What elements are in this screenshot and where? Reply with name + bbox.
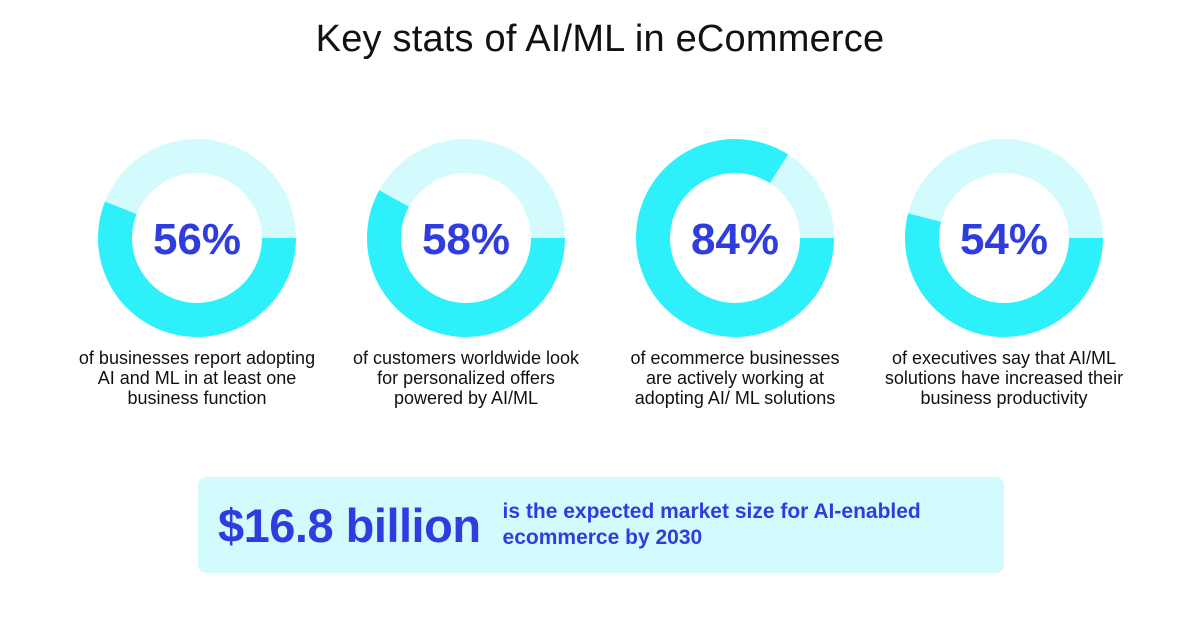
stat-description: of businesses report adopting AI and ML … [78, 348, 316, 408]
stat-card: 54% of executives say that AI/ML solutio… [884, 138, 1124, 408]
donut-fill [636, 139, 834, 337]
donut-chart: 84% [636, 139, 834, 337]
page-title: Key stats of AI/ML in eCommerce [315, 18, 885, 60]
stat-card: 58% of customers worldwide look for pers… [346, 138, 586, 408]
stat-description: of executives say that AI/ML solutions h… [884, 348, 1124, 408]
donut-fill [98, 201, 296, 337]
stat-description: of ecommerce businesses are actively wor… [630, 348, 840, 408]
donut-chart: 54% [905, 139, 1103, 338]
market-size-amount: $16.8 billion [218, 498, 481, 552]
donut-chart: 58% [367, 139, 565, 337]
donut-fill [905, 213, 1103, 338]
donut-fill [367, 190, 565, 337]
stat-value: 54% [960, 215, 1048, 264]
market-size-description: is the expected market size for AI-enabl… [502, 500, 921, 549]
stat-value: 58% [422, 215, 510, 264]
stat-card: 84% of ecommerce businesses are actively… [615, 138, 855, 408]
donut-chart: 56% [98, 139, 296, 337]
stat-card: 56% of businesses report adopting AI and… [77, 138, 317, 408]
market-size-banner: $16.8 billion is the expected market siz… [198, 477, 1004, 573]
stat-description: of customers worldwide look for personal… [352, 348, 580, 408]
stat-value: 84% [691, 215, 779, 264]
stat-value: 56% [153, 215, 241, 264]
